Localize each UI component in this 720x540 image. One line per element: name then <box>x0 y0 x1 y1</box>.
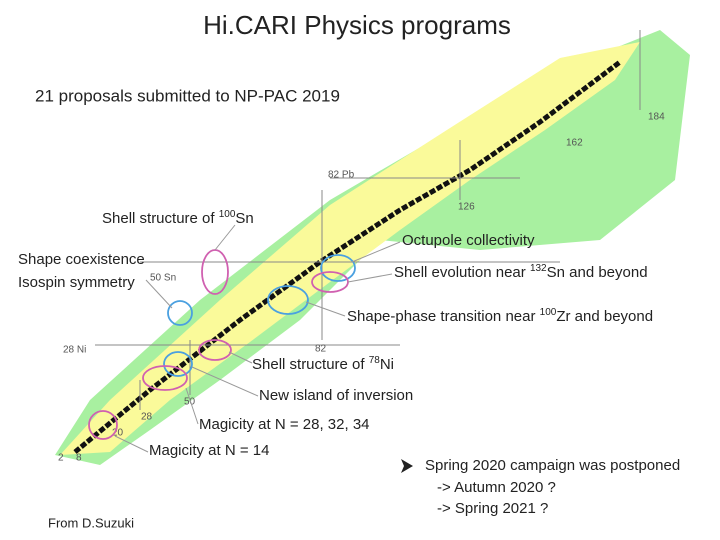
subtitle: 21 proposals submitted to NP-PAC 2019 <box>35 86 340 105</box>
annotation: Octupole collectivity <box>402 232 535 249</box>
chart-label: 50 <box>184 397 196 408</box>
annotation: Shape coexistence <box>18 251 145 268</box>
chart-label: 28 <box>141 412 153 423</box>
chart-label: 50 Sn <box>150 273 176 284</box>
chart-label: 82 Pb <box>328 170 355 181</box>
chart-label: 82 <box>315 344 327 355</box>
annotation: Magicity at N = 28, 32, 34 <box>199 416 370 433</box>
annotation: Isospin symmetry <box>18 274 135 291</box>
annotation: Shell structure of 100Sn <box>102 209 254 227</box>
chart-label: 8 <box>76 453 82 464</box>
title: Hi.CARI Physics programs <box>203 10 511 40</box>
chart-label: 184 <box>648 112 665 123</box>
yellow-region <box>60 42 640 455</box>
annotation: Shell evolution near 132Sn and beyond <box>394 263 648 281</box>
credit: From D.Suzuki <box>48 515 134 530</box>
bullet-line: -> Autumn 2020 ? <box>437 479 556 496</box>
annotation: New island of inversion <box>259 387 413 404</box>
chart-label: 162 <box>566 138 583 149</box>
bullet-line: -> Spring 2021 ? <box>437 500 548 517</box>
annotation: Shape-phase transition near 100Zr and be… <box>347 307 653 325</box>
annotation: Magicity at N = 14 <box>149 442 269 459</box>
nuclear-chart: 82 Pb 126 184 162 50 Sn 82 28 Ni 50 28 2… <box>55 30 690 465</box>
bullet-text: Spring 2020 campaign was postponed <box>425 457 680 474</box>
stability-line <box>73 60 622 454</box>
leaders <box>114 224 401 453</box>
chart-label: 28 Ni <box>63 345 86 356</box>
bullet-marker <box>401 459 413 473</box>
annotation: Shell structure of 78Ni <box>252 355 394 373</box>
chart-label: 126 <box>458 202 475 213</box>
chart-label: 2 <box>58 453 64 464</box>
chart-label: 20 <box>112 428 124 439</box>
